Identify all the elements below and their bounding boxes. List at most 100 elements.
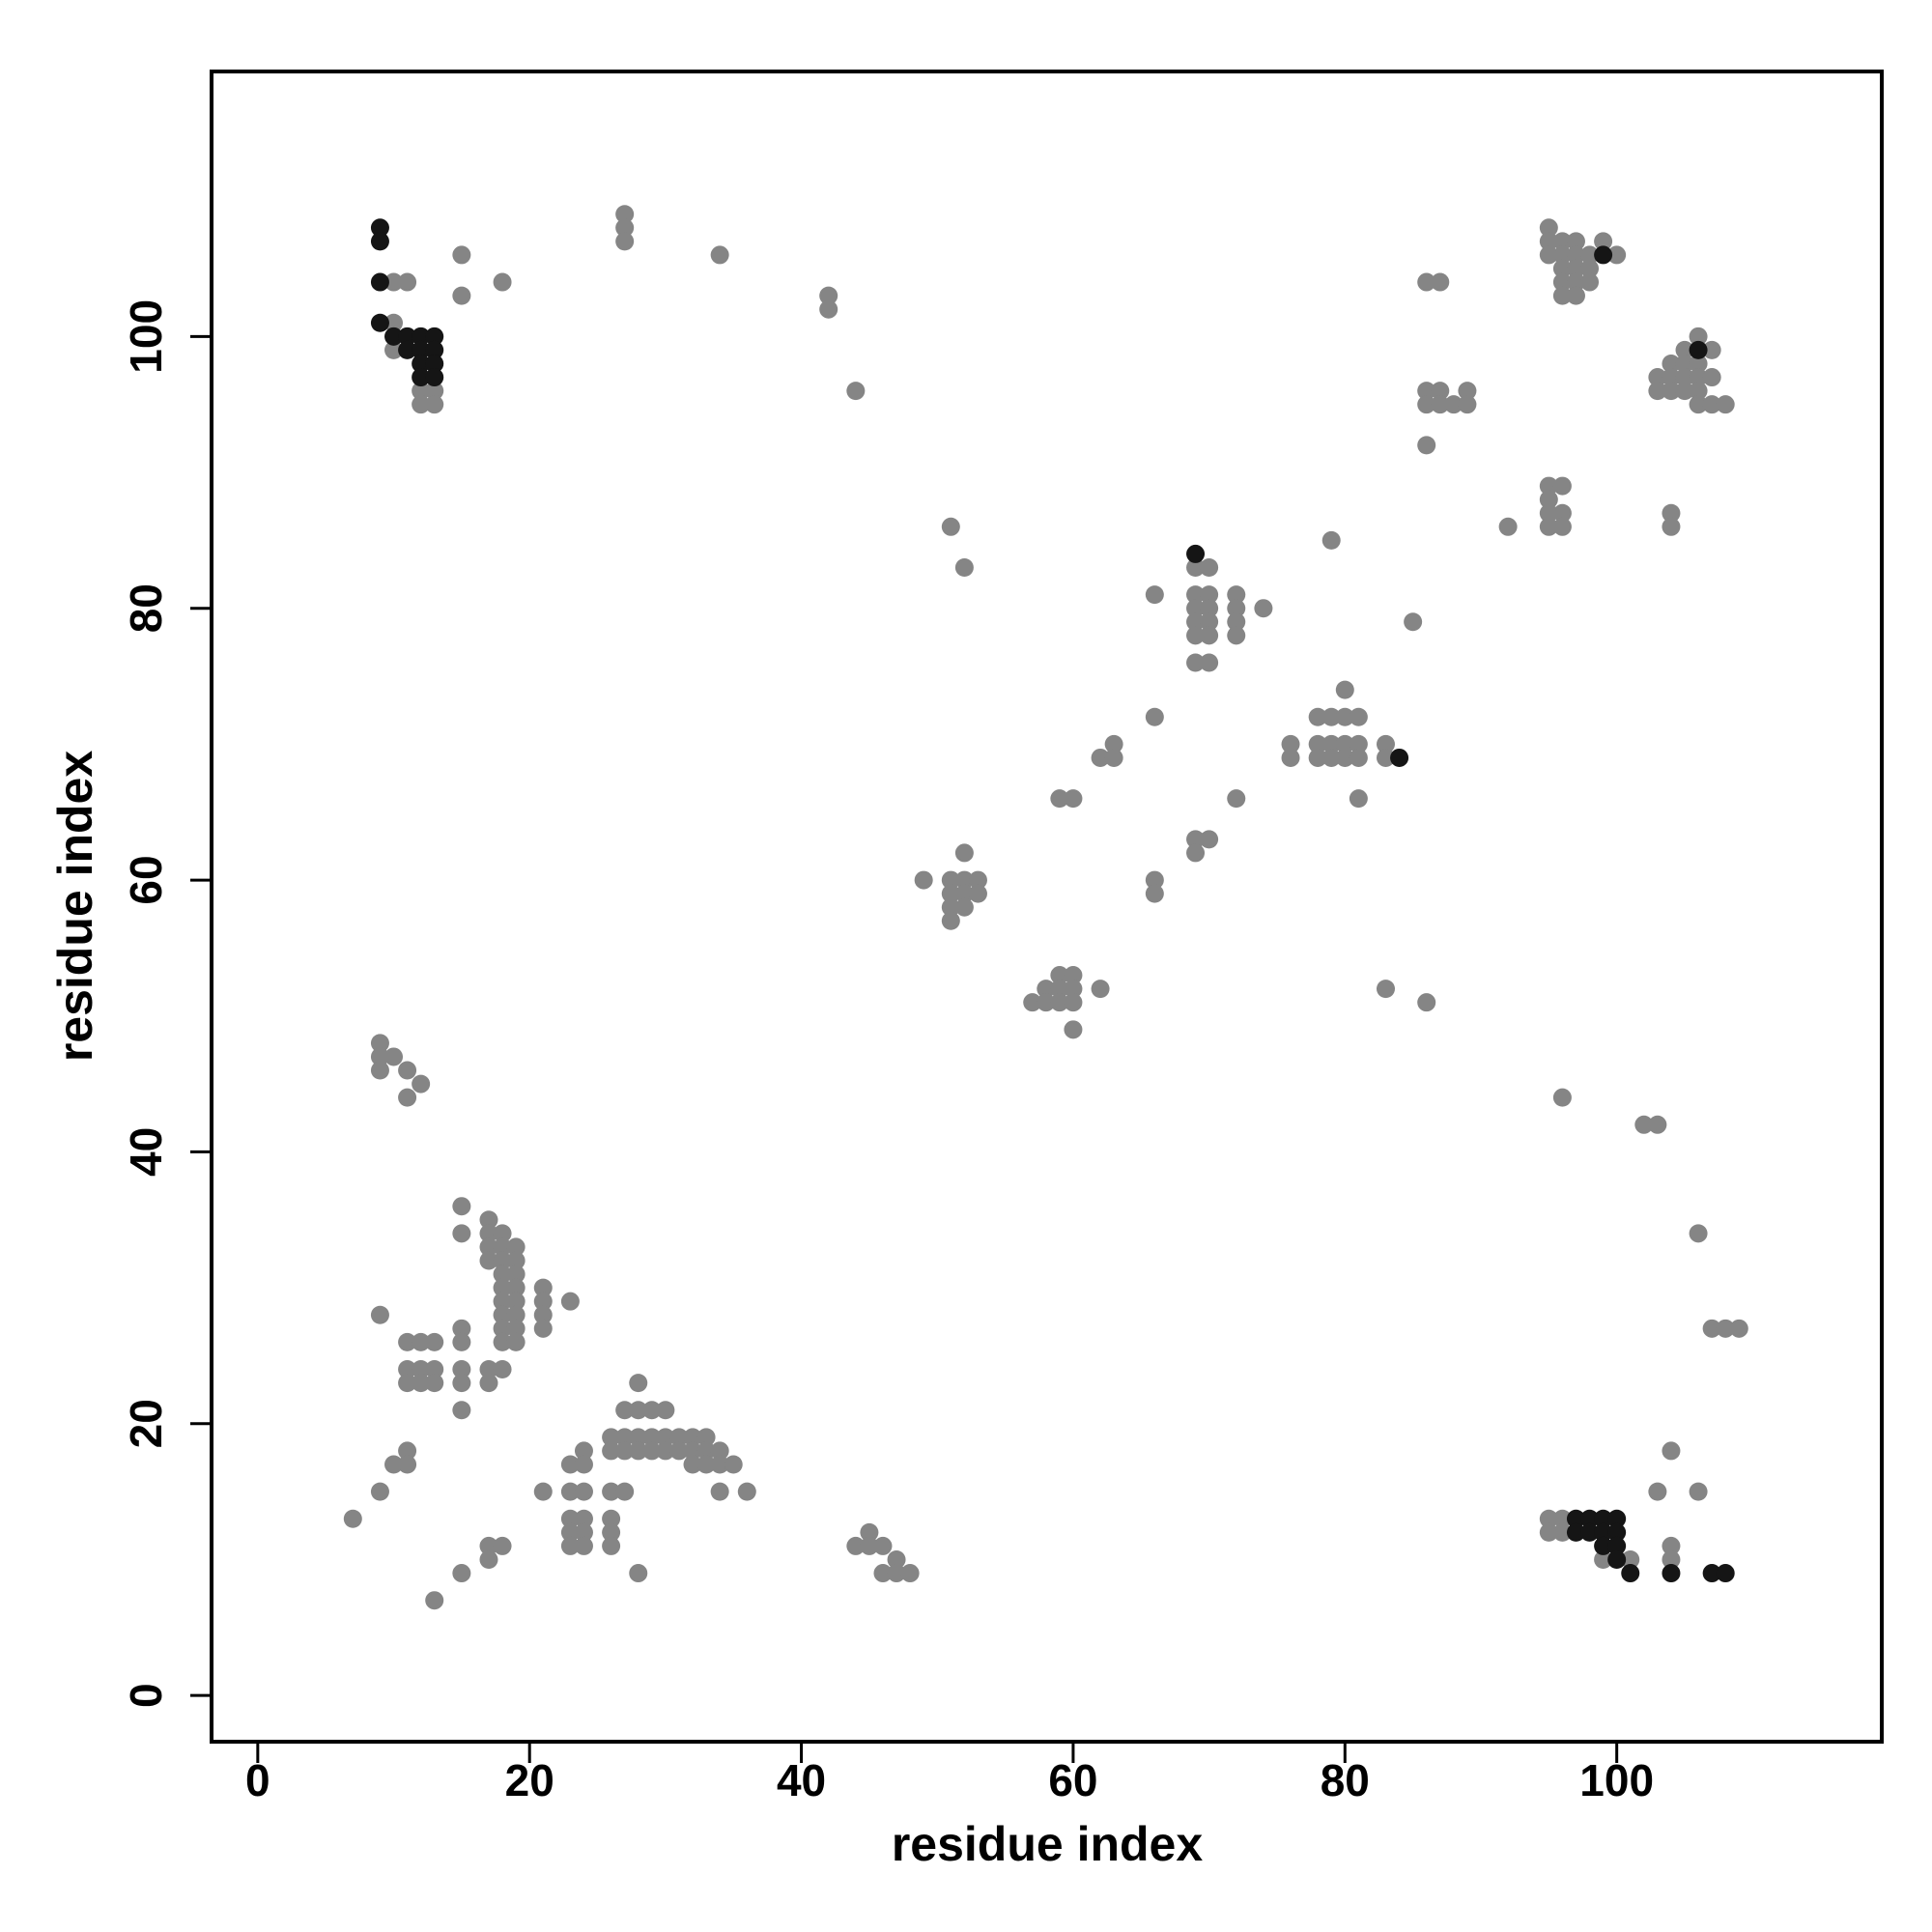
point xyxy=(737,1482,756,1501)
point xyxy=(452,1401,471,1420)
y-axis-title: residue index xyxy=(48,751,102,1063)
point xyxy=(954,897,974,917)
point xyxy=(1566,272,1585,292)
point xyxy=(1566,259,1585,278)
point xyxy=(1037,980,1056,999)
point xyxy=(1349,748,1368,767)
point xyxy=(1716,395,1735,414)
point xyxy=(615,1428,635,1447)
point xyxy=(1607,1536,1627,1555)
point xyxy=(1227,626,1246,645)
point xyxy=(1308,707,1327,726)
point xyxy=(1648,368,1667,387)
point xyxy=(1539,232,1558,251)
point xyxy=(1689,382,1708,401)
point xyxy=(656,1441,675,1461)
point xyxy=(656,1428,675,1447)
point xyxy=(493,1360,512,1379)
point xyxy=(1200,626,1219,645)
point xyxy=(941,870,960,890)
point xyxy=(1621,1564,1640,1583)
point xyxy=(968,884,987,903)
point xyxy=(425,1332,444,1351)
point xyxy=(479,1224,498,1243)
point xyxy=(370,1047,389,1066)
point xyxy=(370,1061,389,1080)
point xyxy=(1566,1522,1585,1542)
point xyxy=(1281,734,1300,753)
point xyxy=(1662,354,1681,373)
point xyxy=(860,1522,879,1542)
point xyxy=(1321,734,1341,753)
point xyxy=(1404,612,1423,632)
point xyxy=(1321,530,1341,550)
point xyxy=(425,395,444,414)
point xyxy=(615,218,635,238)
point xyxy=(1321,748,1341,767)
point xyxy=(1377,748,1396,767)
point xyxy=(1566,245,1585,265)
point xyxy=(1634,1115,1654,1134)
point xyxy=(1417,382,1436,401)
point xyxy=(629,1441,648,1461)
point xyxy=(1200,653,1219,672)
point xyxy=(412,1332,431,1351)
point xyxy=(1064,993,1083,1012)
point xyxy=(384,327,404,346)
point xyxy=(1145,884,1164,903)
point xyxy=(615,232,635,251)
point xyxy=(873,1564,893,1583)
point xyxy=(1552,517,1572,536)
point xyxy=(954,843,974,863)
point xyxy=(493,1332,512,1351)
point xyxy=(533,1319,553,1338)
point xyxy=(1648,1115,1667,1134)
point xyxy=(1702,368,1721,387)
point xyxy=(1417,436,1436,455)
point xyxy=(615,1482,635,1501)
point xyxy=(493,1536,512,1555)
point xyxy=(1390,748,1409,767)
point xyxy=(1200,612,1219,632)
point xyxy=(1064,966,1083,985)
point xyxy=(1689,327,1708,346)
point xyxy=(1308,748,1327,767)
point xyxy=(479,1549,498,1569)
y-tick-label: 100 xyxy=(121,299,171,374)
point xyxy=(1580,272,1600,292)
point xyxy=(1607,245,1627,265)
point xyxy=(1539,517,1558,536)
point xyxy=(479,1210,498,1230)
point xyxy=(1552,259,1572,278)
point xyxy=(560,1292,580,1311)
point xyxy=(1675,354,1694,373)
point xyxy=(1648,1482,1667,1501)
point xyxy=(1186,830,1206,849)
point xyxy=(846,1536,866,1555)
point xyxy=(506,1264,526,1284)
point xyxy=(1689,395,1708,414)
point xyxy=(1227,585,1246,605)
point xyxy=(1594,1536,1613,1555)
point xyxy=(398,1441,417,1461)
point xyxy=(425,368,444,387)
point xyxy=(479,1360,498,1379)
point xyxy=(683,1441,702,1461)
point xyxy=(683,1455,702,1474)
point xyxy=(710,1441,729,1461)
point xyxy=(412,368,431,387)
point xyxy=(452,1197,471,1216)
point xyxy=(642,1441,662,1461)
point xyxy=(602,1522,621,1542)
point xyxy=(615,1441,635,1461)
point xyxy=(602,1441,621,1461)
point xyxy=(1607,1549,1627,1569)
point xyxy=(1050,993,1069,1012)
point xyxy=(1552,245,1572,265)
point xyxy=(1186,544,1206,563)
point xyxy=(669,1441,689,1461)
point xyxy=(1200,599,1219,618)
point xyxy=(452,286,471,305)
point xyxy=(1689,368,1708,387)
point xyxy=(533,1482,553,1501)
